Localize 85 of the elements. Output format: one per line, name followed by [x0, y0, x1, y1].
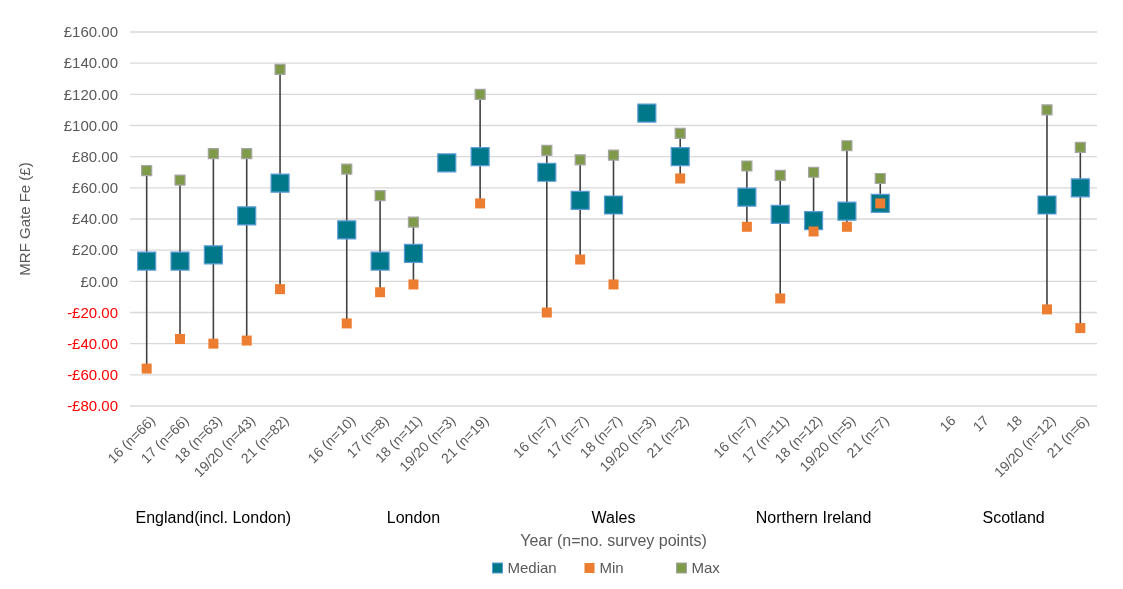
point — [741, 221, 752, 232]
point — [407, 216, 420, 228]
point — [137, 251, 157, 271]
point — [208, 338, 219, 349]
x-axis-title: Year (n=no. survey points) — [520, 532, 707, 549]
legend-label: Median — [507, 559, 557, 576]
y-tick-label: £20.00 — [72, 241, 118, 259]
legend-label: Max — [691, 559, 721, 576]
point — [207, 147, 219, 160]
point — [474, 88, 486, 100]
point — [1041, 104, 1053, 116]
point — [175, 333, 186, 344]
point — [575, 254, 586, 265]
text: England(incl. London) — [135, 509, 292, 526]
point — [608, 279, 619, 290]
point — [1041, 304, 1052, 315]
y-tick-label: £0.00 — [80, 272, 118, 290]
point — [737, 187, 757, 207]
point — [437, 153, 457, 173]
point — [174, 174, 186, 186]
point — [637, 103, 657, 123]
y-axis-title: MRF Gate Fe (£) — [16, 162, 33, 276]
point — [408, 279, 419, 290]
point — [670, 147, 690, 167]
y-tick-label: £60.00 — [72, 179, 118, 197]
point — [741, 160, 753, 172]
y-tick-label: £120.00 — [63, 85, 118, 103]
point — [807, 166, 820, 178]
point — [237, 206, 257, 226]
point — [841, 140, 853, 152]
point — [270, 173, 290, 193]
point — [675, 173, 686, 184]
point — [874, 172, 886, 185]
point — [574, 154, 586, 166]
point — [837, 201, 857, 221]
point — [141, 165, 153, 177]
point — [341, 318, 352, 329]
y-tick-label: £80.00 — [72, 147, 118, 165]
point — [841, 221, 852, 232]
y-tick-label: £100.00 — [63, 116, 118, 134]
point — [1075, 323, 1086, 334]
point — [537, 162, 557, 182]
point — [274, 63, 286, 75]
x-tick-label: 16 — [936, 412, 959, 435]
point — [374, 190, 386, 202]
point — [603, 195, 624, 215]
y-tick-label: -£20.00 — [67, 303, 118, 321]
text: London — [386, 509, 441, 526]
point — [674, 127, 686, 139]
y-tick-label: -£40.00 — [67, 334, 118, 352]
point — [141, 363, 152, 374]
y-tick-label: £160.00 — [63, 23, 118, 41]
y-tick-label: £140.00 — [63, 54, 118, 72]
point — [470, 147, 490, 167]
text: Northern Ireland — [755, 509, 872, 526]
point — [241, 335, 252, 346]
point — [541, 307, 552, 318]
point — [403, 243, 424, 263]
point — [375, 287, 386, 298]
point — [370, 251, 390, 271]
y-tick-label: -£80.00 — [67, 397, 118, 415]
point — [775, 293, 786, 304]
y-tick-label: £40.00 — [72, 210, 118, 228]
point — [541, 144, 553, 157]
point — [770, 204, 790, 224]
text: Wales — [591, 509, 636, 526]
legend-label: Min — [599, 559, 624, 576]
point — [341, 163, 353, 175]
point — [808, 226, 819, 237]
point — [241, 147, 253, 160]
text: Scotland — [982, 509, 1045, 526]
point — [275, 284, 286, 295]
point — [475, 198, 486, 209]
point — [774, 169, 786, 181]
point — [1074, 141, 1086, 153]
point — [1070, 178, 1090, 198]
point — [1037, 195, 1057, 215]
point — [170, 251, 190, 271]
y-tick-label: -£60.00 — [67, 366, 118, 384]
point — [337, 220, 357, 240]
x-tick-label: 18 — [1002, 412, 1026, 435]
point — [607, 149, 620, 161]
x-tick-label: 17 — [969, 412, 993, 435]
point — [570, 190, 590, 210]
point — [203, 245, 223, 265]
